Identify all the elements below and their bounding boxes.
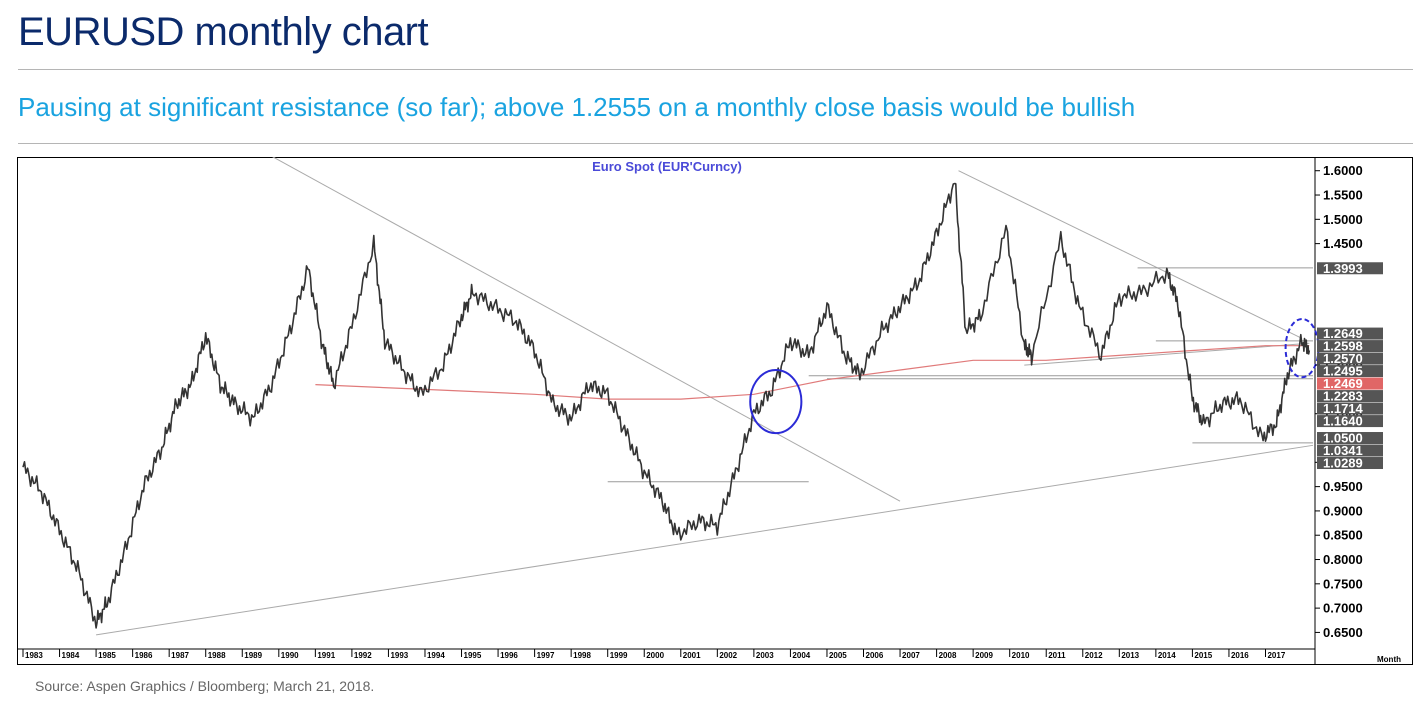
- x-tick-label: 2007: [902, 651, 920, 660]
- x-tick-label: 2004: [792, 651, 810, 660]
- level-box-7: [1317, 402, 1383, 415]
- trendline-0: [271, 155, 901, 502]
- x-tick-label: 1985: [98, 651, 116, 660]
- x-tick-label: 2005: [829, 651, 847, 660]
- x-tick-label: 2012: [1085, 651, 1103, 660]
- x-tick-label: 1990: [281, 651, 299, 660]
- x-tick-label: 2013: [1121, 651, 1139, 660]
- x-tick-label: 1999: [610, 651, 628, 660]
- x-tick-label: 2000: [646, 651, 664, 660]
- x-tick-label: 2009: [975, 651, 993, 660]
- y-tick-label: 1.6000: [1323, 163, 1363, 178]
- level-box-9: [1317, 432, 1383, 445]
- eurusd-price-line: [22, 182, 1311, 629]
- x-axis-ticks: 1983 1984 1985 1986 1987 1988 1989 1990 1991 1992…: [22, 649, 1286, 660]
- x-tick-label: 1995: [464, 651, 482, 660]
- level-label: 1.2283: [1323, 389, 1363, 404]
- x-tick-label: 1996: [500, 651, 518, 660]
- level-box-10: [1317, 444, 1383, 457]
- subtitle-divider: [18, 143, 1413, 144]
- x-tick-label: 2017: [1267, 651, 1285, 660]
- level-label: 1.0500: [1323, 431, 1363, 446]
- trendline-3: [1024, 342, 1310, 366]
- x-tick-label: 1986: [135, 651, 153, 660]
- x-tick-label: 1989: [244, 651, 262, 660]
- trendline-1: [96, 444, 1314, 636]
- x-tick-label: 2014: [1158, 651, 1176, 660]
- x-tick-label: 2016: [1231, 651, 1249, 660]
- page-subtitle: Pausing at significant resistance (so fa…: [18, 92, 1136, 122]
- x-tick-label: 2011: [1048, 651, 1066, 660]
- y-tick-label: 0.7500: [1323, 576, 1363, 591]
- level-box-8: [1317, 415, 1383, 428]
- level-box-4: [1317, 365, 1383, 378]
- level-box-3: [1317, 352, 1383, 365]
- x-tick-label: 2001: [683, 651, 701, 660]
- y-tick-label: 0.8500: [1323, 528, 1363, 543]
- level-label: 1.1714: [1323, 401, 1364, 416]
- x-tick-label: 2015: [1194, 651, 1212, 660]
- price-series: [22, 182, 1311, 629]
- level-label: 1.2598: [1323, 339, 1363, 354]
- level-label: 1.2649: [1323, 326, 1363, 341]
- x-tick-label: 1998: [573, 651, 591, 660]
- eurusd-chart: 1.60001.55001.50001.45001.20001.10001.00…: [17, 155, 1413, 665]
- trendlines: [96, 155, 1314, 636]
- y-tick-label: 0.9000: [1323, 503, 1363, 518]
- y-tick-label: 0.7000: [1323, 601, 1363, 616]
- level-labels: 1.3993 1.26491.25981.25701.24951.24691.22…: [1317, 261, 1383, 471]
- x-tick-label: 1993: [390, 651, 408, 660]
- x-tick-label: 1991: [317, 651, 335, 660]
- level-label: 1.0341: [1323, 443, 1363, 458]
- level-box-6: [1317, 390, 1383, 403]
- y-tick-label: 0.9500: [1323, 479, 1363, 494]
- x-tick-label: 1992: [354, 651, 372, 660]
- breakout-circle: [749, 368, 803, 435]
- level-box-2: [1317, 340, 1383, 353]
- chart-frame: [17, 157, 1413, 665]
- x-tick-label: 2006: [866, 651, 884, 660]
- level-box-0: [1317, 262, 1383, 275]
- level-label: 1.2495: [1323, 364, 1363, 379]
- x-tick-label: 1988: [208, 651, 226, 660]
- chart-title: Euro Spot (EUR'Curncy): [592, 159, 742, 174]
- level-label: 1.1640: [1323, 414, 1363, 429]
- level-label: 1.3993: [1323, 261, 1363, 276]
- y-tick-label: 1.5500: [1323, 188, 1363, 203]
- level-box-5: [1317, 377, 1383, 390]
- trendline-2: [958, 170, 1303, 339]
- x-tick-label: 2008: [939, 651, 957, 660]
- level-label: 1.2570: [1323, 351, 1363, 366]
- x-axis-label: Month: [1377, 655, 1401, 664]
- x-tick-label: 1983: [25, 651, 43, 660]
- level-label: 1.0289: [1323, 456, 1363, 471]
- chart-panel: 1.60001.55001.50001.45001.20001.10001.00…: [17, 155, 1413, 665]
- y-tick-label: 1.5000: [1323, 212, 1363, 227]
- x-tick-label: 1994: [427, 651, 445, 660]
- level-label: 1.2469: [1323, 376, 1363, 391]
- x-tick-label: 1987: [171, 651, 189, 660]
- x-tick-label: 1984: [62, 651, 80, 660]
- level-box-11: [1317, 457, 1383, 470]
- x-tick-label: 1997: [537, 651, 555, 660]
- x-tick-label: 2003: [756, 651, 774, 660]
- x-tick-label: 2010: [1012, 651, 1030, 660]
- y-tick-label: 1.4500: [1323, 236, 1363, 251]
- title-divider: [18, 69, 1413, 70]
- y-tick-label: 0.6500: [1323, 625, 1363, 640]
- x-tick-label: 2002: [719, 651, 737, 660]
- support-resistance-lines: [607, 267, 1313, 483]
- source-note: Source: Aspen Graphics / Bloomberg; Marc…: [35, 678, 375, 694]
- y-tick-label: 0.8000: [1323, 552, 1363, 567]
- level-box-1: [1317, 327, 1383, 340]
- page-title: EURUSD monthly chart: [18, 10, 429, 54]
